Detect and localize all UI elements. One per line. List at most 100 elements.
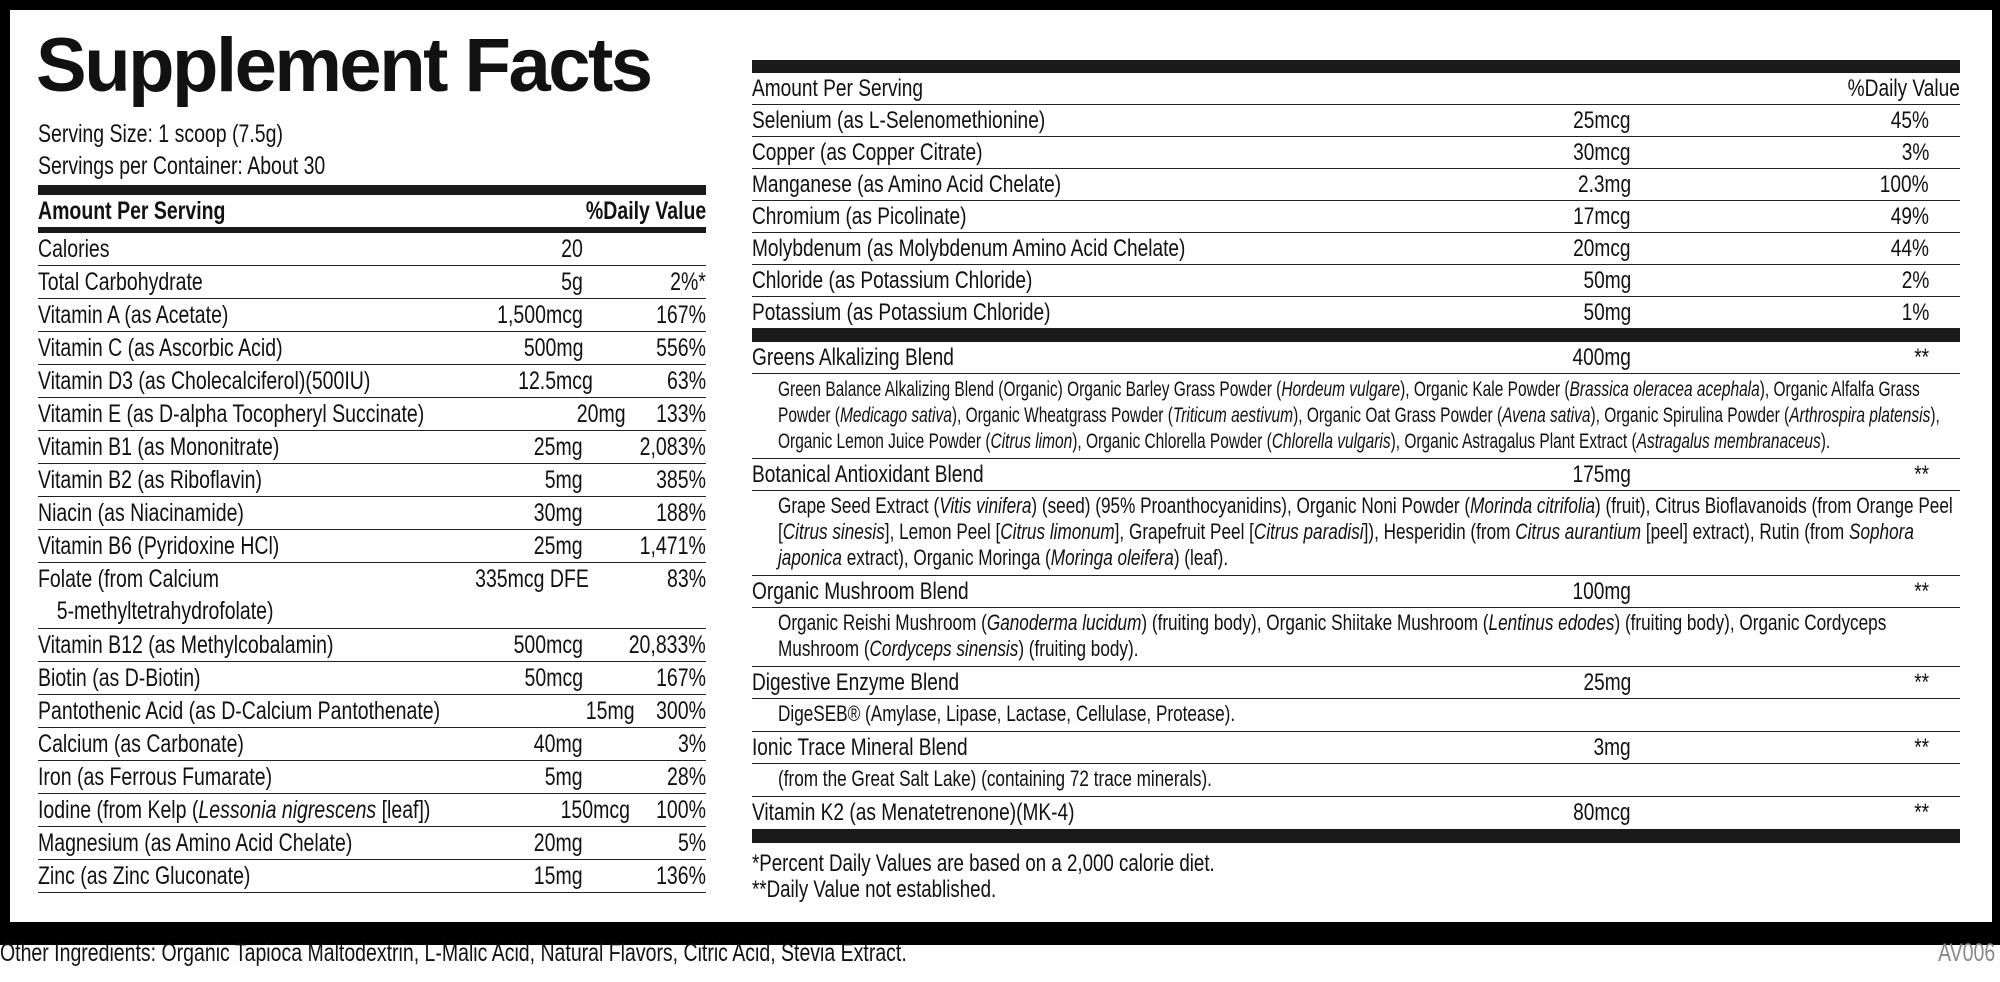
other-ingredients-text: Other Ingredients: Organic Tapioca Malto…	[0, 939, 907, 967]
nutrient-name: Vitamin A (as Acetate)	[38, 300, 229, 329]
daily-value: 2,083%	[639, 432, 706, 461]
daily-value-cell	[583, 235, 706, 264]
amount-cell: 175mg	[1431, 461, 1631, 489]
nutrient-name-cell: Zinc (as Zinc Gluconate)	[38, 862, 443, 891]
nutrient-name-rest: [leaf])	[376, 795, 431, 824]
daily-value-cell: 20,833%	[583, 631, 706, 660]
daily-value: 3%	[1901, 138, 1929, 166]
blend-row: Greens Alkalizing Blend 400mg **	[752, 342, 1960, 374]
amount-cell: 30mcg	[1431, 139, 1631, 167]
latin-name: Lentinus edodes	[1488, 610, 1615, 635]
daily-value: **	[1914, 577, 1929, 605]
table-row: Biotin (as D-Biotin) 50mcg 167%	[38, 662, 706, 695]
header-dv: %Daily Value	[1847, 74, 1960, 102]
page-title: Supplement Facts	[36, 23, 653, 108]
daily-value: 385%	[656, 465, 706, 494]
nutrient-name: Calcium (as Carbonate)	[38, 729, 244, 758]
latin-name: Sophora japonica	[778, 519, 1914, 570]
daily-value: 83%	[666, 565, 706, 593]
nutrient-name: Chromium (as Picolinate)	[752, 202, 967, 230]
amount: 15mg	[585, 696, 635, 725]
ingredient-text: ).	[1820, 429, 1831, 453]
amount-cell: 400mg	[1431, 344, 1631, 372]
amount: 20	[561, 234, 583, 263]
amount-cell: 20mg	[533, 400, 625, 429]
amount: 20mg	[576, 399, 626, 428]
table-row: Chloride (as Potassium Chloride) 50mg 2%	[752, 265, 1960, 297]
amount-cell: 40mg	[443, 730, 583, 759]
nutrient-name: Vitamin B1 (as Mononitrate)	[38, 432, 280, 461]
daily-value: 188%	[656, 498, 706, 527]
daily-value-cell: 3%	[583, 730, 706, 759]
nutrient-name-cell: Potassium (as Potassium Chloride)	[752, 299, 1431, 327]
table-row: Calcium (as Carbonate) 40mg 3%	[38, 728, 706, 761]
nutrient-name: Ionic Trace Mineral Blend	[752, 733, 968, 761]
daily-value: 1,471%	[639, 531, 706, 560]
thick-divider	[752, 329, 1960, 342]
latin-name: Medicago sativa	[839, 403, 952, 427]
serving-size-text: Serving Size: 1 scoop (7.5g)	[38, 120, 283, 148]
daily-value: 2%	[1901, 266, 1929, 294]
nutrient-name-cell: Calories	[38, 235, 443, 264]
table-row: Vitamin B6 (Pyridoxine HCl) 25mg 1,471%	[38, 530, 706, 563]
nutrient-name: Vitamin B12 (as Methylcobalamin)	[38, 630, 334, 659]
daily-value-cell: 83%	[583, 563, 706, 595]
amount: 5g	[561, 267, 583, 296]
daily-value: 20,833%	[629, 630, 706, 659]
table-row: Folate (from Calcium 5-methyltetrahydrofo…	[38, 563, 706, 629]
amount-cell: 15mg	[554, 697, 635, 726]
blend-row: Botanical Antioxidant Blend 175mg **	[752, 459, 1960, 491]
table-row: Vitamin B1 (as Mononitrate) 25mg 2,083%	[38, 431, 706, 464]
table-row: Vitamin B2 (as Riboflavin) 5mg 385%	[38, 464, 706, 497]
daily-value-cell: 2%	[1631, 267, 1960, 295]
amount-cell: 5g	[443, 268, 583, 297]
nutrient-name-cell: Vitamin B1 (as Mononitrate)	[38, 433, 443, 462]
nutrient-name: Vitamin B2 (as Riboflavin)	[38, 465, 262, 494]
blend-description-text: DigeSEB® (Amylase, Lipase, Lactase, Cell…	[778, 701, 1955, 727]
daily-value-cell: 1,471%	[583, 532, 706, 561]
product-code-text: AV006	[1937, 939, 1995, 967]
amount-cell: 25mg	[443, 532, 583, 561]
amount-cell: 20mcg	[1431, 235, 1631, 263]
nutrient-name-cell: Manganese (as Amino Acid Chelate)	[752, 171, 1431, 199]
daily-value: **	[1914, 799, 1929, 826]
amount-cell: 25mcg	[1431, 107, 1631, 135]
amount-cell: 20mg	[443, 829, 583, 858]
nutrient-name-cell: Vitamin B12 (as Methylcobalamin)	[38, 631, 443, 660]
daily-value-cell: 385%	[583, 466, 706, 495]
product-code: AV006	[1922, 938, 1995, 968]
ingredient-text: ) (fruiting body), Organic Shiitake Mush…	[1141, 610, 1489, 635]
amount: 500mcg	[513, 630, 583, 659]
blend-description-text: (from the Great Salt Lake) (containing 7…	[778, 766, 1955, 792]
amount: 175mg	[1572, 460, 1631, 488]
amount-cell: 1,500mcg	[443, 301, 583, 330]
amount: 50mcg	[524, 663, 583, 692]
latin-name: Citrus paradisi	[1253, 519, 1364, 544]
nutrient-name-cell: Chloride (as Potassium Chloride)	[752, 267, 1431, 295]
amount: 15mg	[534, 861, 583, 890]
amount-cell: 50mg	[1431, 299, 1631, 327]
daily-value: 45%	[1890, 106, 1929, 134]
nutrient-name-cell: Magnesium (as Amino Acid Chelate)	[38, 829, 443, 858]
blend-description-text: Green Balance Alkalizing Blend (Organic)…	[778, 376, 1952, 454]
daily-value: **	[1914, 733, 1929, 761]
daily-value-cell: **	[1631, 578, 1960, 606]
daily-value-cell: 167%	[583, 664, 706, 693]
ingredient-text: ], Lemon Peel [	[884, 519, 1001, 544]
ingredient-text: DigeSEB® (Amylase, Lipase, Lactase, Cell…	[778, 701, 1236, 726]
nutrient-name-cell: Greens Alkalizing Blend	[752, 344, 1431, 372]
serving-size: Serving Size: 1 scoop (7.5g)	[38, 120, 352, 149]
ingredient-text: Grape Seed Extract (	[778, 493, 940, 518]
nutrient-name-cell: Vitamin B2 (as Riboflavin)	[38, 466, 443, 495]
latin-name: Astragalus membranaceus	[1636, 429, 1821, 453]
table-row: Copper (as Copper Citrate) 30mcg 3%	[752, 137, 1960, 169]
blend-description: Grape Seed Extract (Vitis vinifera) (see…	[752, 491, 1960, 576]
daily-value-cell: 3%	[1631, 139, 1960, 167]
daily-value-cell: 45%	[1631, 107, 1960, 135]
daily-value-cell: **	[1631, 344, 1960, 372]
amount: 500mg	[523, 333, 583, 362]
amount-cell: 150mcg	[541, 796, 630, 825]
table-row: Pantothenic Acid (as D-Calcium Pantothen…	[38, 695, 706, 728]
nutrient-name-continued: 5-methyltetrahydrofolate)	[56, 597, 274, 625]
nutrient-name: Selenium (as L-Selenomethionine)	[752, 106, 1046, 134]
